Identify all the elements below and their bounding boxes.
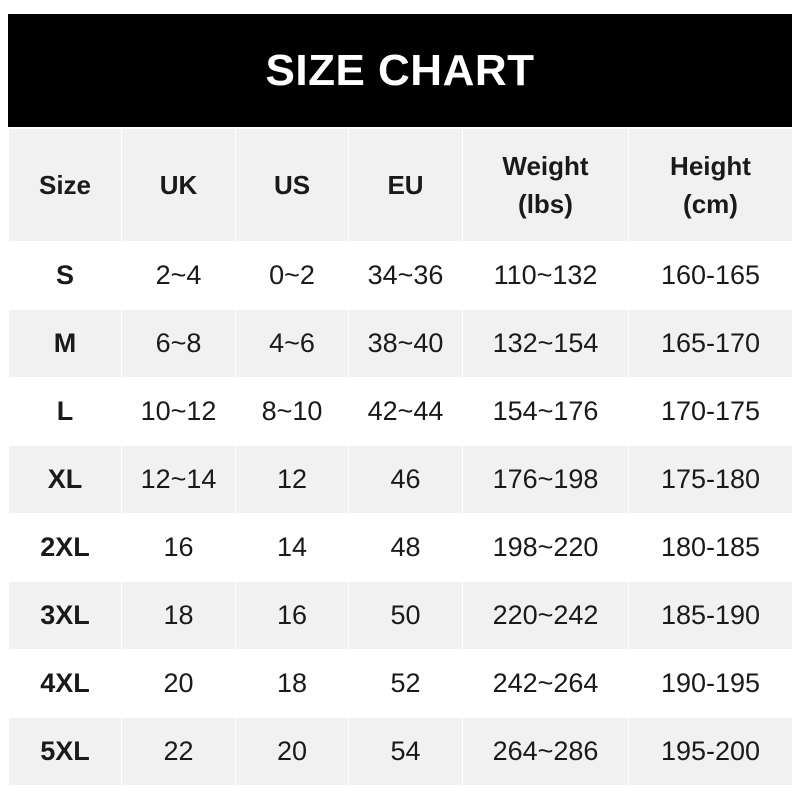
cell-uk: 10~12 (121, 377, 236, 446)
cell-height: 170-175 (628, 377, 793, 446)
cell-size: 2XL (8, 513, 122, 582)
table-row: 5XL 22 20 54 264~286 195-200 (8, 717, 793, 786)
header-eu: EU (348, 128, 463, 242)
cell-height: 190-195 (628, 649, 793, 718)
cell-weight: 176~198 (462, 445, 629, 514)
header-unit: (lbs) (518, 189, 573, 219)
header-unit: (cm) (683, 189, 738, 219)
header-size: Size (8, 128, 122, 242)
cell-us: 18 (235, 649, 349, 718)
cell-eu: 50 (348, 581, 463, 650)
cell-height: 195-200 (628, 717, 793, 786)
header-text: UK (159, 170, 198, 200)
table-row: 4XL 20 18 52 242~264 190-195 (8, 649, 793, 718)
cell-eu: 38~40 (348, 309, 463, 378)
cell-size: XL (8, 445, 122, 514)
size-table: Size UK US EU Weight (lbs) Height (cm) S 2~… (8, 128, 793, 786)
cell-height: 165-170 (628, 309, 793, 378)
cell-weight: 220~242 (462, 581, 629, 650)
cell-size: 5XL (8, 717, 122, 786)
header-us: US (235, 128, 349, 242)
table-row: XL 12~14 12 46 176~198 175-180 (8, 445, 793, 514)
cell-eu: 52 (348, 649, 463, 718)
header-uk: UK (121, 128, 236, 242)
cell-eu: 34~36 (348, 241, 463, 310)
cell-uk: 18 (121, 581, 236, 650)
header-weight: Weight (lbs) (462, 128, 629, 242)
header-text: EU (387, 170, 424, 200)
header-row: Size UK US EU Weight (lbs) Height (cm) (8, 128, 793, 242)
cell-uk: 20 (121, 649, 236, 718)
cell-size: M (8, 309, 122, 378)
cell-us: 8~10 (235, 377, 349, 446)
cell-us: 4~6 (235, 309, 349, 378)
cell-weight: 154~176 (462, 377, 629, 446)
cell-uk: 6~8 (121, 309, 236, 378)
cell-eu: 46 (348, 445, 463, 514)
header-text: Weight (502, 151, 589, 181)
cell-size: L (8, 377, 122, 446)
table-row: M 6~8 4~6 38~40 132~154 165-170 (8, 309, 793, 378)
table-row: 3XL 18 16 50 220~242 185-190 (8, 581, 793, 650)
cell-size: S (8, 241, 122, 310)
cell-eu: 42~44 (348, 377, 463, 446)
cell-us: 0~2 (235, 241, 349, 310)
cell-weight: 110~132 (462, 241, 629, 310)
table-row: L 10~12 8~10 42~44 154~176 170-175 (8, 377, 793, 446)
cell-uk: 12~14 (121, 445, 236, 514)
table-row: 2XL 16 14 48 198~220 180-185 (8, 513, 793, 582)
header-height: Height (cm) (628, 128, 793, 242)
cell-uk: 2~4 (121, 241, 236, 310)
cell-eu: 48 (348, 513, 463, 582)
cell-uk: 22 (121, 717, 236, 786)
cell-size: 3XL (8, 581, 122, 650)
cell-size: 4XL (8, 649, 122, 718)
header-text: US (273, 170, 311, 200)
cell-height: 185-190 (628, 581, 793, 650)
cell-weight: 264~286 (462, 717, 629, 786)
cell-weight: 132~154 (462, 309, 629, 378)
cell-height: 160-165 (628, 241, 793, 310)
table-row: S 2~4 0~2 34~36 110~132 160-165 (8, 241, 793, 310)
chart-title: SIZE CHART (8, 14, 792, 127)
cell-us: 16 (235, 581, 349, 650)
cell-eu: 54 (348, 717, 463, 786)
cell-us: 14 (235, 513, 349, 582)
cell-uk: 16 (121, 513, 236, 582)
cell-height: 180-185 (628, 513, 793, 582)
cell-us: 20 (235, 717, 349, 786)
cell-weight: 242~264 (462, 649, 629, 718)
cell-weight: 198~220 (462, 513, 629, 582)
header-text: Size (38, 170, 92, 200)
cell-height: 175-180 (628, 445, 793, 514)
cell-us: 12 (235, 445, 349, 514)
header-text: Height (670, 151, 751, 181)
